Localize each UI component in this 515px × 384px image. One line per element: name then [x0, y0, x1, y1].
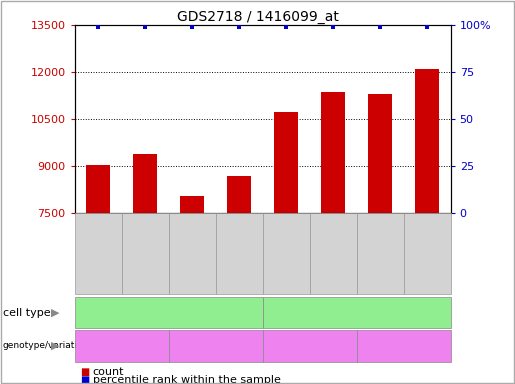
- Text: percentile rank within the sample: percentile rank within the sample: [93, 375, 281, 384]
- Bar: [368, 94, 392, 384]
- Point: [329, 24, 337, 30]
- Text: ▶: ▶: [52, 341, 60, 351]
- Bar: [228, 176, 251, 384]
- Point: [376, 24, 384, 30]
- Text: cell type: cell type: [3, 308, 50, 318]
- Text: hematopoietic stem cell: hematopoietic stem cell: [289, 308, 424, 318]
- Text: GSM169464: GSM169464: [422, 224, 432, 283]
- Text: GSM169459: GSM169459: [187, 224, 197, 283]
- Bar: [274, 112, 298, 384]
- Bar: [133, 154, 157, 384]
- Bar: [416, 70, 439, 384]
- Text: GSM169463: GSM169463: [375, 224, 385, 283]
- Point: [423, 24, 431, 30]
- Text: GSM169465: GSM169465: [281, 224, 291, 283]
- Point: [235, 24, 243, 30]
- Point: [188, 24, 196, 30]
- Bar: [180, 196, 204, 384]
- Text: GSM169466: GSM169466: [328, 224, 338, 283]
- Text: GSM169460: GSM169460: [234, 224, 244, 283]
- Text: GSM169455: GSM169455: [93, 224, 103, 283]
- Point: [141, 24, 149, 30]
- Text: Zfx null: Zfx null: [195, 341, 237, 351]
- Text: control: control: [290, 341, 329, 351]
- Text: GDS2718 / 1416099_at: GDS2718 / 1416099_at: [177, 10, 338, 23]
- Bar: [321, 93, 345, 384]
- Text: GSM169456: GSM169456: [140, 224, 150, 283]
- Text: ■: ■: [80, 375, 89, 384]
- Text: Zfx null: Zfx null: [383, 341, 425, 351]
- Bar: [87, 166, 110, 384]
- Text: control: control: [102, 341, 141, 351]
- Text: embryonic stem cell: embryonic stem cell: [112, 308, 225, 318]
- Text: ■: ■: [80, 367, 89, 377]
- Point: [94, 24, 102, 30]
- Text: count: count: [93, 367, 124, 377]
- Point: [282, 24, 290, 30]
- Text: genotype/variation: genotype/variation: [3, 341, 89, 351]
- Text: ▶: ▶: [52, 308, 60, 318]
